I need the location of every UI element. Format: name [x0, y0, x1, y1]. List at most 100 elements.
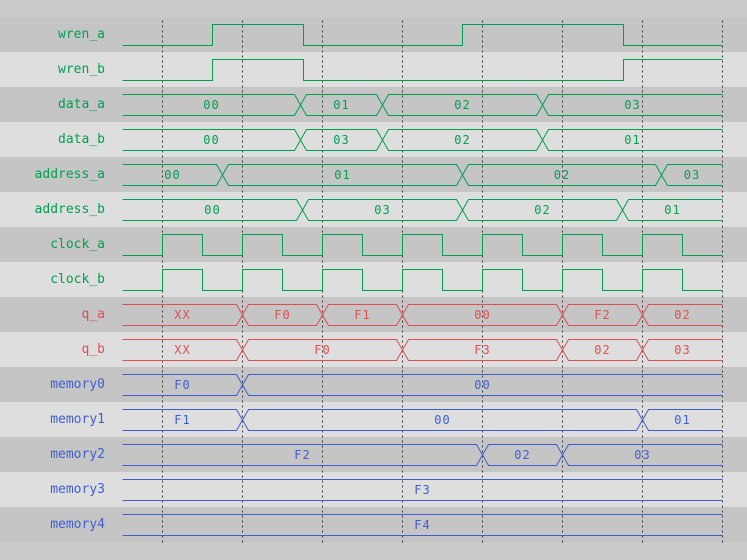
waveform-q_a[interactable] [642, 304, 723, 326]
waveform-address_b[interactable] [122, 199, 303, 221]
signal-row-band [0, 332, 747, 367]
bus-value: 01 [333, 98, 349, 112]
signal-label-memory3[interactable]: memory3 [50, 482, 105, 497]
waveform-memory0[interactable] [122, 374, 243, 396]
waveform-memory1[interactable] [122, 409, 243, 431]
signal-row-band [0, 367, 747, 402]
waveform-data_a[interactable] [542, 94, 723, 116]
bus-value: 02 [594, 343, 610, 357]
waveform-q_b[interactable] [242, 339, 403, 361]
bus-value: 00 [204, 203, 220, 217]
signal-label-wren_b[interactable]: wren_b [58, 62, 105, 77]
bus-value: F2 [294, 448, 310, 462]
waveform-data_a[interactable] [122, 94, 301, 116]
waveform-q_b[interactable] [562, 339, 643, 361]
bus-value: 01 [674, 413, 690, 427]
bus-value: F0 [174, 378, 190, 392]
bus-value: 03 [684, 168, 700, 182]
signal-row-band [0, 262, 747, 297]
bus-value: F3 [474, 343, 490, 357]
bus-value: F1 [354, 308, 370, 322]
waveform-memory2[interactable] [562, 444, 723, 466]
signal-row-band [0, 227, 747, 262]
signal-label-memory1[interactable]: memory1 [50, 412, 105, 427]
waveform-q_a[interactable] [322, 304, 403, 326]
waveform-q_a[interactable] [402, 304, 563, 326]
waveform-wren_a[interactable] [122, 24, 723, 46]
waveform-address_b[interactable] [622, 199, 723, 221]
waveform-memory1[interactable] [642, 409, 723, 431]
waveform-q_b[interactable] [402, 339, 563, 361]
signal-row-band [0, 87, 747, 122]
signal-label-clock_b[interactable]: clock_b [50, 272, 105, 287]
signal-label-address_b[interactable]: address_b [34, 202, 105, 217]
bus-value: 00 [474, 378, 490, 392]
signal-row-band [0, 17, 747, 52]
bus-value: 01 [334, 168, 350, 182]
waveform-data_b[interactable] [300, 129, 383, 151]
bus-value: 00 [203, 98, 219, 112]
waveform-wren_b[interactable] [122, 59, 723, 81]
signal-label-memory4[interactable]: memory4 [50, 517, 105, 532]
bus-value: F4 [414, 518, 430, 532]
waveform-address_b[interactable] [462, 199, 623, 221]
signal-label-q_a[interactable]: q_a [81, 307, 105, 322]
signal-label-q_b[interactable]: q_b [81, 342, 105, 357]
waveform-memory2[interactable] [482, 444, 563, 466]
waveform-q_b[interactable] [122, 339, 243, 361]
waveform-memory4[interactable] [122, 514, 723, 536]
waveform-q_b[interactable] [642, 339, 723, 361]
waveform-address_b[interactable] [302, 199, 463, 221]
bus-value: 01 [664, 203, 680, 217]
waveform-q_a[interactable] [562, 304, 643, 326]
signal-label-memory2[interactable]: memory2 [50, 447, 105, 462]
waveform-memory0[interactable] [242, 374, 723, 396]
bus-value: 02 [514, 448, 530, 462]
waveform-memory2[interactable] [122, 444, 483, 466]
bus-value: 03 [333, 133, 349, 147]
bus-value: 00 [474, 308, 490, 322]
waveform-layer: 00 01 02 03 00 03 02 01 00 01 02 03 00 03 02 01 XX F0 F1 00… [122, 20, 723, 543]
signal-row-band [0, 472, 747, 507]
signal-row-band [0, 507, 747, 542]
bus-value: F0 [274, 308, 290, 322]
waveform-data_b[interactable] [542, 129, 723, 151]
signal-label-address_a[interactable]: address_a [34, 167, 105, 182]
waveform-q_a[interactable] [122, 304, 243, 326]
bus-value: 03 [624, 98, 640, 112]
signal-label-data_b[interactable]: data_b [58, 132, 105, 147]
waveform-q_a[interactable] [242, 304, 323, 326]
signal-label-wren_a[interactable]: wren_a [58, 27, 105, 42]
waveform-clock_a[interactable] [122, 234, 723, 256]
waveform-memory1[interactable] [242, 409, 643, 431]
signal-row-band [0, 437, 747, 472]
waveform-memory3[interactable] [122, 479, 723, 501]
waveform-address_a[interactable] [122, 164, 223, 186]
waveform-address_a[interactable] [462, 164, 662, 186]
signal-row-band [0, 402, 747, 437]
bus-value: 03 [674, 343, 690, 357]
bus-value: F2 [594, 308, 610, 322]
waveform-address_a[interactable] [661, 164, 723, 186]
waveform-data_a[interactable] [300, 94, 383, 116]
bus-value: 02 [454, 98, 470, 112]
bus-value: 02 [554, 168, 570, 182]
waveform-data_a[interactable] [382, 94, 543, 116]
waveform-address_a[interactable] [222, 164, 463, 186]
waveform-data_b[interactable] [382, 129, 543, 151]
signal-row-band [0, 52, 747, 87]
waveform-clock_b[interactable] [122, 269, 723, 291]
waveform-data_b[interactable] [122, 129, 301, 151]
bus-value: F0 [314, 343, 330, 357]
signal-row-band [0, 122, 747, 157]
signal-label-data_a[interactable]: data_a [58, 97, 105, 112]
signal-row-band [0, 157, 747, 192]
bus-value: 00 [434, 413, 450, 427]
bus-value: 01 [624, 133, 640, 147]
bus-value: 00 [164, 168, 180, 182]
signal-label-clock_a[interactable]: clock_a [50, 237, 105, 252]
bus-value: 03 [634, 448, 650, 462]
signal-label-memory0[interactable]: memory0 [50, 377, 105, 392]
